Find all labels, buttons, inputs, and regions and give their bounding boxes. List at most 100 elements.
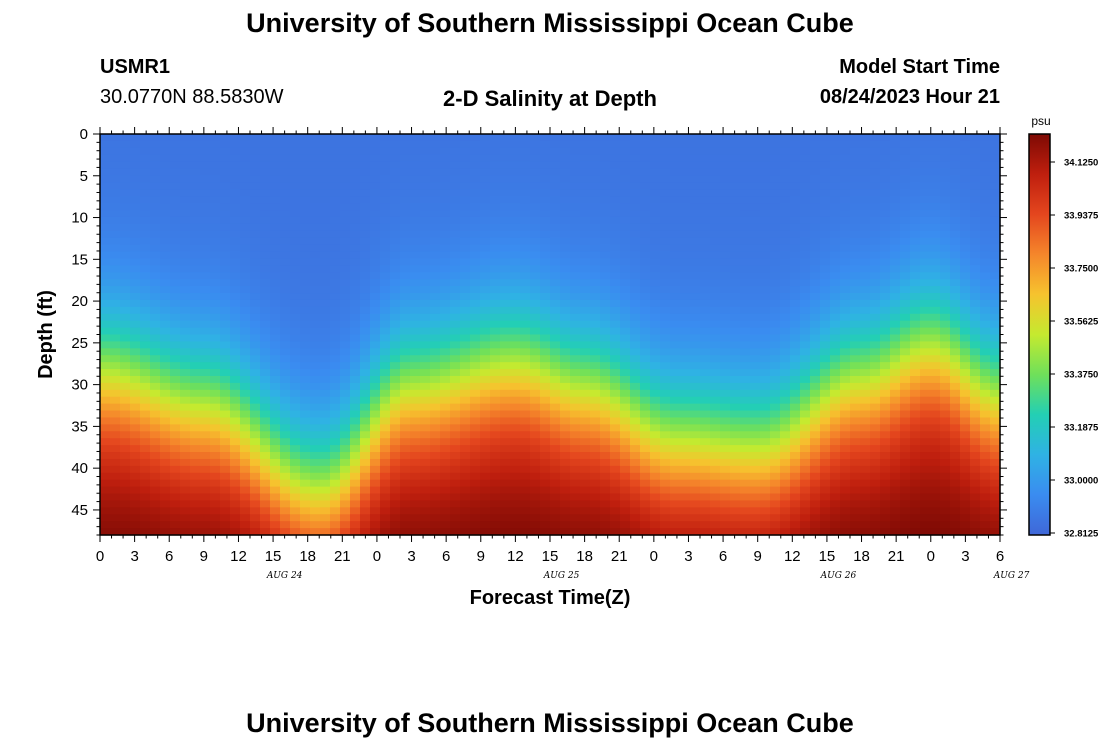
heatmap-cell xyxy=(690,465,701,474)
heatmap-cell xyxy=(830,438,841,446)
heatmap-cell xyxy=(150,355,161,363)
heatmap-cell xyxy=(290,375,301,384)
heatmap-cell xyxy=(320,382,331,391)
heatmap-cell xyxy=(650,334,661,343)
heatmap-cell xyxy=(570,334,581,343)
heatmap-cell xyxy=(870,237,881,246)
heatmap-cell xyxy=(720,175,731,183)
heatmap-cell xyxy=(640,410,651,419)
heatmap-cell xyxy=(130,230,141,239)
heatmap-cell xyxy=(680,210,691,218)
heatmap-cell xyxy=(720,382,731,391)
heatmap-cell xyxy=(180,175,191,183)
heatmap-cell xyxy=(250,410,261,419)
heatmap-cell xyxy=(740,244,751,253)
heatmap-cell xyxy=(740,452,751,460)
heatmap-cell xyxy=(770,528,781,536)
heatmap-cell xyxy=(130,196,141,204)
heatmap-cell xyxy=(130,445,141,453)
heatmap-cell xyxy=(450,154,461,163)
heatmap-cell xyxy=(790,230,801,239)
heatmap-cell xyxy=(460,230,471,239)
heatmap-cell xyxy=(770,134,781,142)
heatmap-cell xyxy=(450,244,461,253)
heatmap-cell xyxy=(260,223,271,232)
heatmap-cell xyxy=(600,327,611,336)
heatmap-cell xyxy=(310,189,321,197)
heatmap-cell xyxy=(710,286,721,294)
heatmap-cell xyxy=(490,189,501,197)
heatmap-cell xyxy=(360,417,371,425)
heatmap-cell xyxy=(820,168,831,177)
heatmap-cell xyxy=(210,161,221,170)
heatmap-cell xyxy=(710,203,721,211)
heatmap-cell xyxy=(760,203,771,211)
heatmap-cell xyxy=(340,389,351,398)
heatmap-cell xyxy=(220,472,231,481)
heatmap-cell xyxy=(790,452,801,460)
heatmap-cell xyxy=(480,237,491,246)
heatmap-cell xyxy=(490,134,501,142)
heatmap-cell xyxy=(700,244,711,253)
heatmap-cell xyxy=(360,210,371,218)
heatmap-cell xyxy=(520,445,531,453)
heatmap-cell xyxy=(170,348,181,356)
heatmap-cell xyxy=(140,486,151,495)
heatmap-cell xyxy=(790,203,801,211)
heatmap-cell xyxy=(140,216,151,225)
heatmap-cell xyxy=(290,154,301,163)
heatmap-cell xyxy=(560,161,571,170)
heatmap-cell xyxy=(270,348,281,356)
heatmap-cell xyxy=(210,265,221,273)
heatmap-cell xyxy=(340,265,351,273)
heatmap-cell xyxy=(670,134,681,142)
heatmap-cell xyxy=(590,182,601,190)
heatmap-cell xyxy=(620,500,631,508)
heatmap-cell xyxy=(880,375,891,384)
heatmap-cell xyxy=(470,299,481,308)
heatmap-cell xyxy=(280,389,291,398)
heatmap-cell xyxy=(480,465,491,474)
heatmap-cell xyxy=(100,507,111,515)
heatmap-cell xyxy=(910,258,921,266)
heatmap-cell xyxy=(540,382,551,391)
heatmap-cell xyxy=(100,445,111,453)
heatmap-cell xyxy=(610,320,621,329)
heatmap-cell xyxy=(220,251,231,260)
heatmap-cell xyxy=(540,410,551,419)
heatmap-cell xyxy=(410,445,421,453)
heatmap-cell xyxy=(730,251,741,260)
heatmap-cell xyxy=(360,196,371,204)
heatmap-cell xyxy=(420,500,431,508)
heatmap-cell xyxy=(250,299,261,308)
heatmap-cell xyxy=(540,258,551,266)
heatmap-cell xyxy=(570,362,581,370)
heatmap-cell xyxy=(300,286,311,294)
heatmap-cell xyxy=(340,154,351,163)
heatmap-cell xyxy=(720,514,731,522)
heatmap-cell xyxy=(440,140,451,149)
heatmap-cell xyxy=(210,528,221,536)
heatmap-cell xyxy=(190,369,201,377)
heatmap-cell xyxy=(120,196,131,204)
heatmap-cell xyxy=(710,521,721,529)
heatmap-cell xyxy=(410,272,421,280)
heatmap-cell xyxy=(100,299,111,308)
heatmap-cell xyxy=(480,355,491,363)
heatmap-cell xyxy=(100,203,111,211)
heatmap-cell xyxy=(570,348,581,356)
heatmap-cell xyxy=(370,486,381,495)
heatmap-cell xyxy=(250,438,261,446)
heatmap-cell xyxy=(850,237,861,246)
heatmap-cell xyxy=(790,341,801,349)
heatmap-cell xyxy=(280,313,291,322)
heatmap-cell xyxy=(810,299,821,308)
heatmap-cell xyxy=(800,493,811,502)
heatmap-cell xyxy=(320,223,331,232)
heatmap-cell xyxy=(270,528,281,536)
heatmap-cell xyxy=(850,140,861,149)
heatmap-cell xyxy=(180,272,191,280)
heatmap-cell xyxy=(350,472,361,481)
heatmap-cell xyxy=(670,431,681,439)
heatmap-cell xyxy=(940,521,951,529)
